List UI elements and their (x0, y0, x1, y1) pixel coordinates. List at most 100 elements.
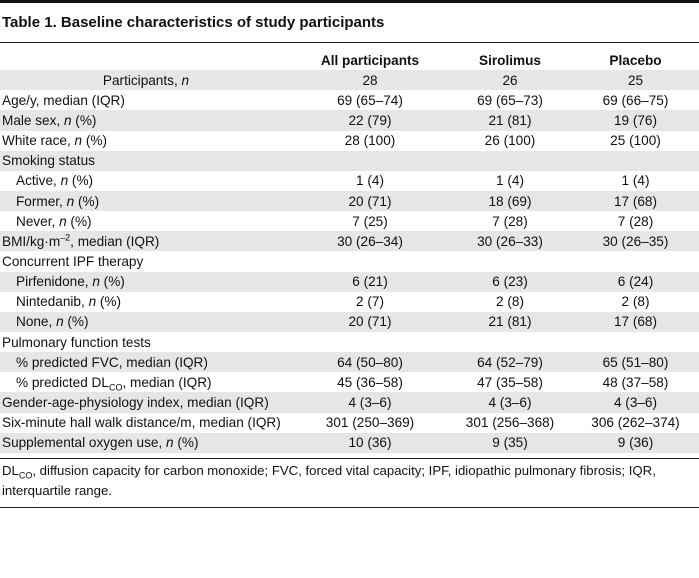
cell-value: 47 (35–58) (477, 374, 543, 390)
table-row: Pulmonary function tests (0, 332, 699, 352)
table-row: None, n (%) 20 (71) 21 (81) 17 (68) (0, 311, 699, 332)
cell-value: 4 (3–6) (448, 392, 572, 413)
row-label: Supplemental oxygen use, n (%) (0, 432, 292, 453)
table-row: Former, n (%) 20 (71) 18 (69) 17 (68) (0, 190, 699, 212)
table-row: Pirfenidone, n (%) 6 (21) 6 (23) 6 (24) (0, 271, 699, 292)
cell-value (448, 332, 572, 352)
cell-value: 30 (26–35) (572, 231, 699, 252)
row-label: % predicted DLCO, median (IQR) (16, 374, 212, 393)
cell-value: 64 (50–80) (292, 352, 448, 373)
cell-value: 9 (36) (572, 432, 699, 453)
cell-value: 10 (36) (292, 432, 448, 453)
row-label: Concurrent IPF therapy (2, 253, 144, 269)
cell-value (572, 332, 699, 352)
row-label: Nintedanib, n (%) (16, 294, 122, 310)
cell-value: 64 (52–79) (448, 352, 572, 373)
table-row: % predicted DLCO, median (IQR) 45 (36–58)… (0, 372, 699, 392)
row-label: Pirfenidone, n (%) (0, 271, 292, 292)
table-row: White race, n (%) 28 (100) 26 (100) 25 (100… (0, 131, 699, 151)
header-blank (0, 50, 292, 70)
table-row: Male sex, n (%) 22 (79) 21 (81) 19 (76) (0, 110, 699, 131)
cell-value: 21 (81) (448, 110, 572, 131)
cell-value: 7 (28) (617, 213, 654, 229)
cell-value: 4 (3–6) (572, 392, 699, 413)
footnote: DLCO, diffusion capacity for carbon mono… (2, 461, 692, 501)
cell-value: 20 (71) (292, 311, 448, 332)
cell-value: 7 (25) (352, 213, 388, 229)
cell-value: 4 (3–6) (292, 392, 448, 413)
table-row: Concurrent IPF therapy (0, 251, 699, 271)
cell-value: 69 (66–75) (602, 92, 669, 108)
cell-value: 2 (7) (356, 294, 384, 310)
cell-value: 65 (51–80) (572, 352, 699, 373)
cell-value: 25 (572, 70, 699, 91)
row-label: Never, n (%) (16, 213, 92, 229)
baseline-table: All participants Sirolimus Placebo Parti… (0, 50, 699, 453)
cell-value: 26 (100) (484, 133, 536, 149)
cell-value: 30 (26–33) (448, 231, 572, 252)
cell-value: 2 (8) (496, 294, 524, 310)
cell-value: 69 (65–73) (477, 92, 543, 108)
cell-value: 28 (292, 70, 448, 91)
table-row: Participants, n 28 26 25 (0, 70, 699, 91)
cell-value (292, 150, 448, 171)
cell-value: 6 (24) (572, 271, 699, 292)
row-label: Active, n (%) (16, 173, 94, 189)
row-label: Six-minute hall walk distance/m, median … (2, 415, 281, 431)
table-body: Participants, n 28 26 25 Age/y, median (IQR)… (0, 70, 699, 453)
cell-value: 1 (4) (356, 173, 384, 189)
cell-value: 7 (28) (492, 213, 528, 229)
cell-value (572, 150, 699, 171)
table-row: Smoking status (0, 150, 699, 171)
cell-value: 69 (65–74) (337, 92, 403, 108)
header-placebo: Placebo (609, 52, 662, 68)
table-number: Table 1 (2, 14, 53, 31)
footnote-dl-sub: CO (18, 470, 33, 481)
table-row: BMI/kg·m–2, median (IQR) 30 (26–34) 30 (26… (0, 231, 699, 252)
row-label: % predicted FVC, median (IQR) (0, 352, 292, 373)
table-title-text: . Baseline characteristics of study part… (52, 14, 385, 31)
cell-value: 9 (35) (448, 432, 572, 453)
bottom-rule (0, 458, 699, 459)
cell-value (292, 251, 448, 271)
cell-value: 6 (23) (448, 271, 572, 292)
cell-value: 45 (36–58) (337, 374, 403, 390)
table-row: Supplemental oxygen use, n (%) 10 (36) 9 (… (0, 432, 699, 453)
cell-value: 22 (79) (292, 110, 448, 131)
cell-value: 30 (26–34) (292, 231, 448, 252)
cell-value: 306 (262–374) (591, 415, 680, 431)
row-label: Smoking status (0, 150, 292, 171)
row-label: Participants, n (0, 70, 292, 91)
cell-value: 28 (100) (344, 133, 396, 149)
row-label: Gender-age-physiology index, median (IQR… (0, 392, 292, 413)
table-title: Table 1. Baseline characteristics of stu… (2, 13, 384, 33)
cell-value (448, 150, 572, 171)
cell-value: 301 (256–368) (465, 415, 555, 431)
title-rule (0, 42, 699, 43)
table-row: Nintedanib, n (%) 2 (7) 2 (8) 2 (8) (0, 292, 699, 312)
row-label: BMI/kg·m–2, median (IQR) (0, 231, 292, 252)
header-all-participants: All participants (320, 52, 420, 68)
cell-value: 17 (68) (572, 311, 699, 332)
cell-value: 21 (81) (448, 311, 572, 332)
cell-value: 2 (8) (621, 294, 650, 310)
table-row: Never, n (%) 7 (25) 7 (28) 7 (28) (0, 211, 699, 231)
cell-value: 26 (448, 70, 572, 91)
cell-value: 6 (21) (292, 271, 448, 292)
header-sirolimus: Sirolimus (479, 52, 541, 68)
cell-value: 20 (71) (292, 190, 448, 212)
cell-value: 17 (68) (572, 190, 699, 212)
table-row: Gender-age-physiology index, median (IQR… (0, 392, 699, 413)
cell-value: 25 (100) (610, 133, 661, 149)
cell-value: 48 (37–58) (602, 374, 669, 390)
cell-value: 301 (250–369) (325, 415, 415, 431)
table-row: Age/y, median (IQR) 69 (65–74) 69 (65–73) 6… (0, 90, 699, 110)
end-rule (0, 507, 699, 508)
table-row: Active, n (%) 1 (4) 1 (4) 1 (4) (0, 171, 699, 191)
cell-value: 1 (4) (496, 173, 524, 189)
cell-value (572, 251, 699, 271)
footnote-dl: DL (2, 463, 19, 478)
cell-value: 19 (76) (572, 110, 699, 131)
cell-value (448, 251, 572, 271)
row-label: White race, n (%) (2, 133, 108, 149)
